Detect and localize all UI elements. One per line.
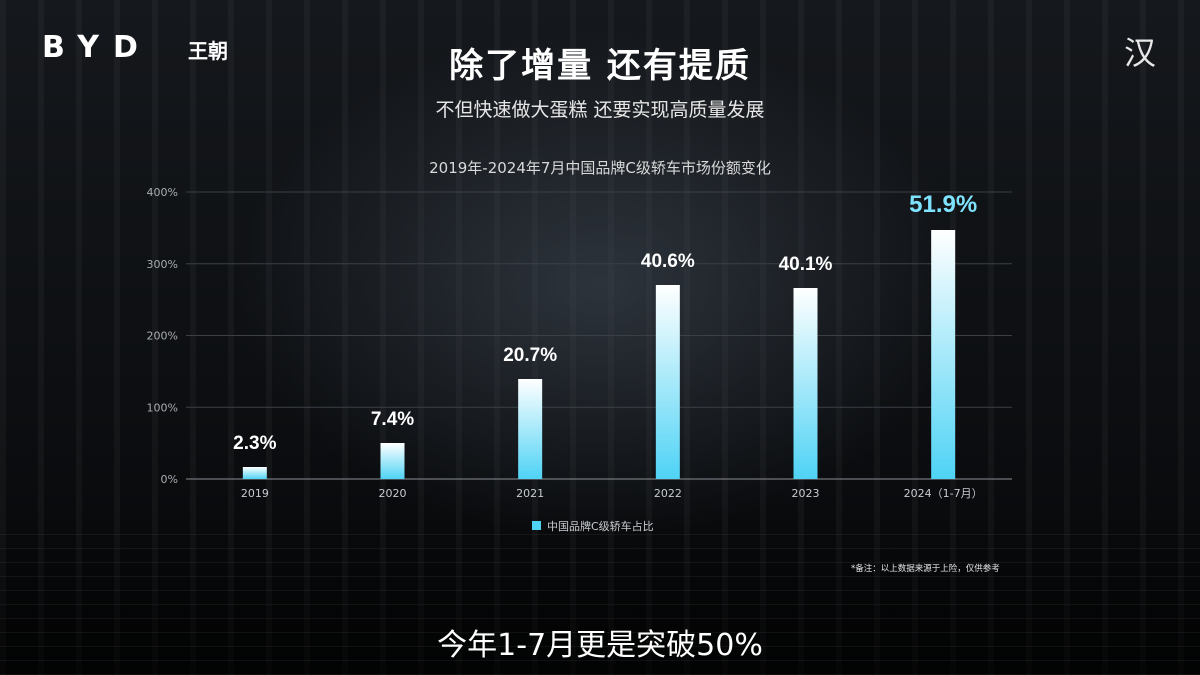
- floor-grid: [0, 525, 1200, 675]
- x-tick-label: 2021: [516, 487, 544, 500]
- subtitle-caption: 今年1-7月更是突破50%: [437, 628, 763, 663]
- x-tick-label: 2019: [241, 487, 269, 500]
- dynasty-series-logo: 王朝: [188, 39, 228, 63]
- y-tick-label: 0%: [161, 473, 178, 486]
- bar: [655, 285, 680, 479]
- y-tick-label: 400%: [147, 186, 178, 199]
- y-tick-label: 200%: [147, 330, 178, 343]
- page-subtitle: 不但快速做大蛋糕 还要实现高质量发展: [435, 99, 765, 121]
- x-tick-label: 2024（1-7月）: [904, 487, 983, 500]
- byd-logo: BYD: [42, 30, 152, 65]
- x-tick-label: 2022: [654, 487, 682, 500]
- bar: [380, 443, 405, 479]
- x-tick-label: 2023: [792, 487, 820, 500]
- bar: [793, 288, 818, 479]
- data-label: 7.4%: [371, 409, 414, 430]
- chart-title: 2019年-2024年7月中国品牌C级轿车市场份额变化: [429, 159, 771, 177]
- data-label: 40.1%: [779, 254, 833, 275]
- legend-label: 中国品牌C级轿车占比: [547, 519, 654, 533]
- footnote: *备注：以上数据来源于上险，仅供参考: [851, 564, 1000, 574]
- data-label: 2.3%: [233, 433, 276, 454]
- legend-swatch: [532, 521, 541, 530]
- data-label: 51.9%: [909, 191, 977, 218]
- data-label: 40.6%: [641, 251, 695, 272]
- y-tick-label: 100%: [147, 401, 178, 414]
- han-model-logo: 汉: [1124, 34, 1157, 72]
- data-label: 20.7%: [503, 345, 557, 366]
- y-tick-label: 300%: [147, 258, 178, 271]
- x-tick-label: 2020: [379, 487, 407, 500]
- bar: [518, 379, 543, 479]
- bar: [242, 467, 267, 479]
- page-title: 除了增量 还有提质: [449, 46, 751, 86]
- bar: [931, 230, 956, 479]
